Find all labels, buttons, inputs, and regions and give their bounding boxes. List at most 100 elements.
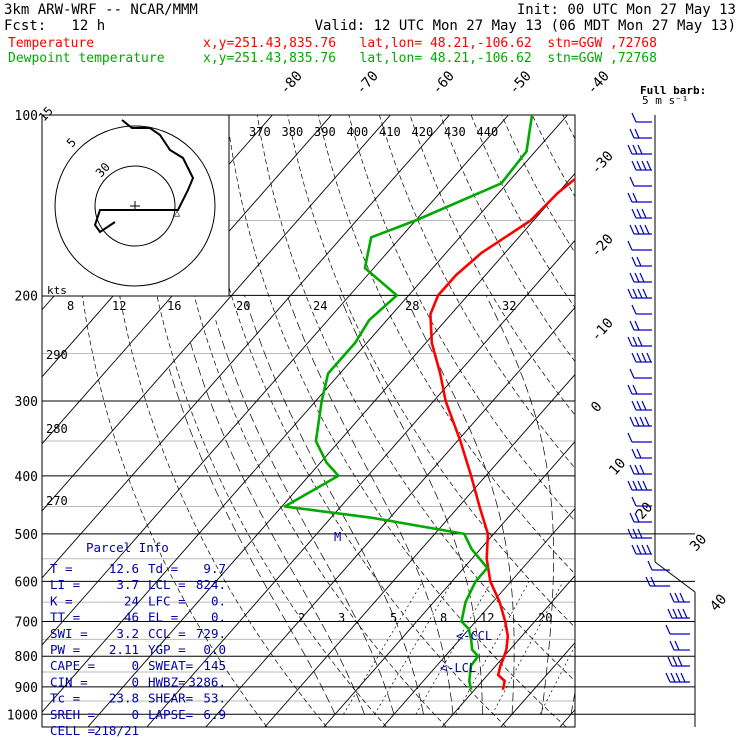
- moist-adiabat-line: [339, 295, 483, 715]
- mixing-ratio-line: [343, 581, 424, 715]
- moist-adiabat-line: [168, 368, 336, 715]
- parcel-field-label: LI =: [50, 577, 80, 592]
- wind-barb-flag: [629, 512, 635, 523]
- hodograph-speed-label: 16: [167, 299, 181, 313]
- wind-barb-flag: [632, 288, 638, 299]
- init-time: Init: 00 UTC Mon 27 May 13: [516, 2, 736, 18]
- wind-barb-flag: [632, 384, 638, 395]
- parcel-field-label: Tc =: [50, 691, 80, 706]
- wind-barb-flag: [674, 592, 680, 603]
- isotherm-line: [42, 115, 568, 713]
- wind-barb-flag: [672, 656, 678, 667]
- hodograph-ring: [94, 165, 176, 247]
- wind-barb: [669, 640, 690, 651]
- parcel-info-title: Parcel Info: [86, 540, 169, 555]
- wind-barb-flag: [631, 496, 637, 507]
- isotherm-line: [42, 115, 509, 646]
- parcel-field-label: K =: [50, 593, 73, 608]
- wind-barb: [645, 576, 670, 587]
- pressure-label: 200: [15, 289, 38, 304]
- wind-barb: [629, 416, 652, 427]
- wind-barb-flag: [634, 128, 640, 139]
- moist-adiabat-line: [286, 295, 454, 715]
- mixing-ratio-line: [539, 644, 575, 715]
- isotherm-line: [205, 306, 575, 727]
- isotherm-line: [42, 115, 332, 445]
- wind-barb-flag: [631, 544, 637, 555]
- mixing-ratio-label: 3: [338, 611, 345, 625]
- pressure-label: 100: [15, 109, 38, 124]
- theta-e-label: 290: [46, 348, 68, 362]
- plot-border: [41, 114, 576, 728]
- moist-adiabat-line: [190, 342, 365, 715]
- wind-barb-flag: [631, 160, 637, 171]
- parcel-field-value: 218/21: [94, 723, 139, 738]
- dry-adiabat-line: [165, 115, 447, 727]
- wind-barb: [629, 320, 652, 331]
- wind-barb-flag: [631, 208, 637, 219]
- isotherm-line: [441, 574, 575, 727]
- parcel-field-value: 0: [131, 707, 139, 722]
- theta-e-label: 270: [46, 494, 68, 508]
- hodograph-ring: [54, 125, 216, 287]
- wind-barb-flag: [631, 112, 637, 123]
- pressure-label: 900: [15, 681, 38, 696]
- isotherm-label: -10: [588, 315, 617, 345]
- wind-barb-flag: [636, 448, 642, 459]
- parcel-field-label: T =: [50, 561, 73, 576]
- wind-barb: [627, 336, 652, 347]
- wind-barb-flag: [641, 160, 647, 171]
- wind-barb-flag: [631, 256, 637, 267]
- wind-barb-flag: [631, 352, 637, 363]
- parcel-field-label: CAPE =: [50, 658, 95, 673]
- wind-barb: [631, 304, 652, 315]
- parcel-field-value: 0.: [211, 593, 226, 608]
- theta-label: 420: [412, 125, 434, 139]
- wind-barb-flag: [627, 192, 633, 203]
- wind-barb-flag: [629, 128, 635, 139]
- wind-barb-flag: [642, 288, 648, 299]
- parcel-field-label: HWBZ=: [148, 674, 186, 689]
- pressure-label: 500: [15, 528, 38, 543]
- wind-barb: [627, 144, 652, 155]
- wind-barb-flag: [641, 208, 647, 219]
- mixing-ratio-label: 5: [390, 611, 397, 625]
- wind-barb-flag: [634, 464, 640, 475]
- wind-barb: [629, 512, 652, 523]
- wind-barb-flag: [636, 352, 642, 363]
- parcel-field-label: CIN =: [50, 674, 88, 689]
- wind-barb-flag: [627, 144, 633, 155]
- isotherm-line: [323, 440, 575, 727]
- wind-barb-flag: [639, 416, 645, 427]
- wind-barb: [631, 160, 652, 171]
- wind-barb-flag: [627, 528, 633, 539]
- moist-adiabat-line: [404, 295, 515, 715]
- hodograph-trace: [93, 119, 195, 234]
- wind-barb-flag: [639, 464, 645, 475]
- parcel-field-label: PW =: [50, 642, 80, 657]
- hodograph-speed-label: 20: [236, 299, 250, 313]
- wind-barb: [631, 112, 652, 123]
- wind-barb: [629, 272, 652, 283]
- barb-legend-title: Full barb:: [640, 84, 706, 97]
- parcel-field-label: LAPSE=: [148, 707, 193, 722]
- wind-barb-flag: [636, 544, 642, 555]
- wind-barb-flag: [632, 528, 638, 539]
- theta-label: 390: [314, 125, 336, 139]
- wind-barb-flag: [629, 272, 635, 283]
- dewpoint-profile-line: [283, 115, 534, 691]
- mixing-ratio-line: [415, 581, 492, 715]
- pressure-label: 300: [15, 395, 38, 410]
- wind-barb-flag: [644, 416, 650, 427]
- hodograph-speed-label: 28: [405, 299, 419, 313]
- isotherm-line: [42, 115, 391, 512]
- parcel-field-value: 23.8: [109, 691, 139, 706]
- theta-label: 440: [477, 125, 499, 139]
- isotherm-label: -20: [588, 231, 617, 261]
- wind-barb-flag: [637, 288, 643, 299]
- parcel-field-value: 9.7: [203, 561, 226, 576]
- parcel-field-label: SWI =: [50, 626, 88, 641]
- wind-barb-flag: [634, 272, 640, 283]
- wind-barb-flag: [682, 608, 688, 619]
